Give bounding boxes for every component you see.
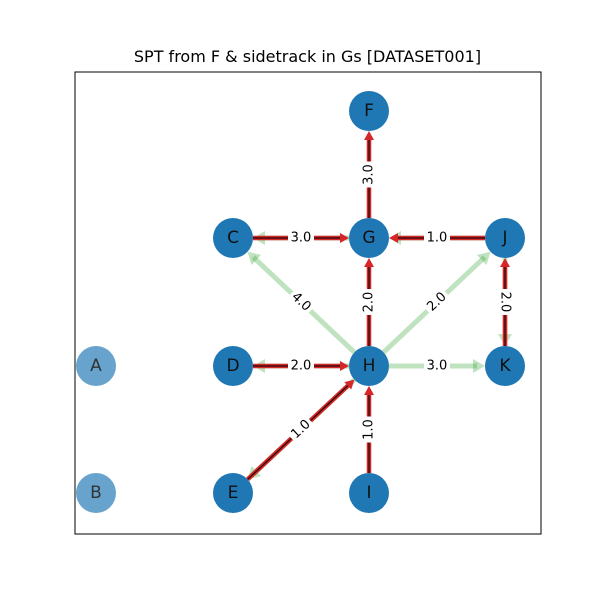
node-circle [76, 346, 116, 386]
edge-label-background [361, 416, 377, 443]
node-circle [213, 473, 253, 513]
sp-edge-K-J-arrow [500, 258, 510, 267]
node-K: K [485, 346, 525, 386]
node-label: C [227, 228, 239, 248]
node-D: D [213, 346, 253, 386]
node-circle [76, 473, 116, 513]
graph-nodes: F C G J A D H K B E I [76, 91, 525, 513]
edge-label-H-K: 3.0 [424, 358, 450, 374]
sp-edge-E-H-arrow [344, 379, 355, 390]
node-A: A [76, 346, 116, 386]
edge-label-I-H: 1.0 [361, 416, 377, 443]
node-label: I [366, 483, 371, 503]
figure-title: SPT from F & sidetrack in Gs [DATASET001… [133, 47, 482, 66]
node-circle [213, 346, 253, 386]
node-F: F [349, 91, 389, 131]
edge-label-J-K: 2.0 [497, 289, 513, 315]
edge-weight-text: 3.0 [291, 231, 312, 246]
edge-label-background [422, 287, 452, 317]
edge-weight-labels: 4.03.02.03.0 1.02.02.01.03.02.01.0 [286, 161, 513, 444]
edge-weight-text: 3.0 [362, 164, 377, 185]
node-label: B [90, 483, 102, 503]
edge-label-H-D: 2.0 [288, 358, 314, 374]
node-label: F [364, 101, 374, 121]
edge-weight-text: 1.0 [427, 231, 448, 246]
edge-H-K-arrow [473, 359, 485, 373]
edge-weight-text: 2.0 [291, 359, 312, 374]
node-label: K [499, 356, 511, 376]
node-label: H [363, 356, 376, 376]
sp-edge-H-G-arrow [364, 258, 374, 267]
edge-label-G-C: 3.0 [288, 230, 314, 246]
node-label: G [362, 228, 375, 248]
node-B: B [76, 473, 116, 513]
sp-edge-I-H-arrow [364, 386, 374, 395]
sp-edge-D-H-arrow [340, 361, 349, 371]
node-circle [349, 346, 389, 386]
node-label: J [501, 228, 507, 248]
node-circle [485, 346, 525, 386]
edge-weight-text: 3.0 [427, 359, 448, 374]
node-E: E [213, 473, 253, 513]
edge-label-background [288, 358, 314, 374]
edge-weight-text: 1.0 [362, 419, 377, 440]
edge-label-J-G: 1.0 [424, 230, 450, 246]
node-G: G [349, 218, 389, 258]
edge-label-background [288, 230, 314, 246]
sp-edge-G-F-arrow [364, 131, 374, 140]
node-circle [349, 473, 389, 513]
node-label: E [228, 483, 239, 503]
edge-H-J-arrow [476, 251, 491, 266]
edge-H-C-arrow [247, 251, 262, 266]
edge-label-H-G: 2.0 [361, 289, 377, 315]
node-circle [349, 91, 389, 131]
node-H: H [349, 346, 389, 386]
shortest-path-edges [246, 131, 510, 481]
node-circle [349, 218, 389, 258]
edge-label-background [361, 289, 377, 315]
sp-edge-C-G-arrow [340, 233, 349, 243]
edge-weight-text: 2.0 [498, 292, 513, 313]
node-I: I [349, 473, 389, 513]
node-label: D [226, 356, 239, 376]
edge-label-background [286, 415, 316, 444]
node-circle [213, 218, 253, 258]
node-label: A [90, 356, 102, 376]
edge-weight-text: 2.0 [362, 292, 377, 313]
edge-label-G-F: 3.0 [361, 161, 377, 188]
edge-label-background [361, 161, 377, 188]
node-circle [485, 218, 525, 258]
edge-label-background [497, 289, 513, 315]
edge-label-background [424, 230, 450, 246]
sp-edge-J-G-arrow [389, 233, 398, 243]
edge-label-background [424, 358, 450, 374]
node-J: J [485, 218, 525, 258]
edge-label-background [286, 287, 316, 317]
node-C: C [213, 218, 253, 258]
plot-frame [74, 71, 542, 535]
